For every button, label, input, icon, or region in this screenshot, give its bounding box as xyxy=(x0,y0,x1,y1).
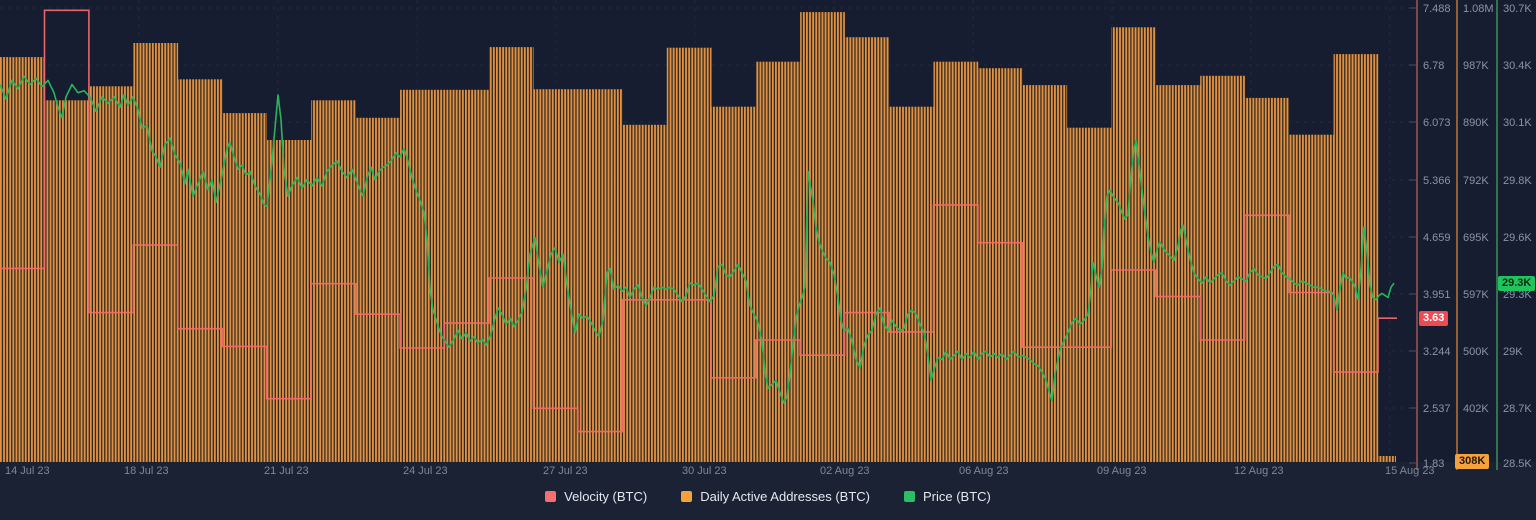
velocity-value-badge: 3.63 xyxy=(1419,311,1449,326)
daa-value-badge: 308K xyxy=(1455,454,1490,469)
svg-text:3.244: 3.244 xyxy=(1423,346,1451,358)
svg-text:12 Aug 23: 12 Aug 23 xyxy=(1234,465,1284,477)
svg-text:30 Jul 23: 30 Jul 23 xyxy=(682,465,727,477)
axis-daa: 1.08M 987K 890K 792K 695K 597K 500K 402K xyxy=(1456,0,1494,470)
legend-label-velocity: Velocity (BTC) xyxy=(564,489,648,504)
x-axis-labels: 14 Jul 23 18 Jul 23 21 Jul 23 24 Jul 23 27 J… xyxy=(5,465,1435,477)
svg-text:30.1K: 30.1K xyxy=(1503,117,1532,129)
velocity-swatch-icon xyxy=(545,491,557,502)
svg-text:18 Jul 23: 18 Jul 23 xyxy=(124,465,169,477)
svg-text:14 Jul 23: 14 Jul 23 xyxy=(5,465,50,477)
svg-text:792K: 792K xyxy=(1463,175,1489,187)
svg-text:890K: 890K xyxy=(1463,117,1489,129)
daa-swatch-icon xyxy=(681,491,693,502)
svg-text:5.366: 5.366 xyxy=(1423,175,1451,187)
svg-text:6.78: 6.78 xyxy=(1423,60,1444,72)
legend-item-daa[interactable]: Daily Active Addresses (BTC) xyxy=(681,489,870,504)
svg-text:500K: 500K xyxy=(1463,346,1489,358)
legend-label-daa: Daily Active Addresses (BTC) xyxy=(700,489,870,504)
svg-text:02 Aug 23: 02 Aug 23 xyxy=(820,465,870,477)
svg-text:1.08M: 1.08M xyxy=(1463,3,1494,15)
svg-text:09 Aug 23: 09 Aug 23 xyxy=(1097,465,1147,477)
svg-text:7.488: 7.488 xyxy=(1423,3,1451,15)
price-line[interactable] xyxy=(0,75,1395,404)
svg-text:27 Jul 23: 27 Jul 23 xyxy=(543,465,588,477)
legend: Velocity (BTC) Daily Active Addresses (B… xyxy=(0,489,1536,504)
svg-text:402K: 402K xyxy=(1463,403,1489,415)
legend-item-price[interactable]: Price (BTC) xyxy=(903,489,991,504)
svg-text:30.4K: 30.4K xyxy=(1503,60,1532,72)
svg-text:29.3K: 29.3K xyxy=(1503,289,1532,301)
legend-item-velocity[interactable]: Velocity (BTC) xyxy=(545,489,647,504)
daa-bar-partial xyxy=(1378,456,1396,462)
velocity-step-line[interactable] xyxy=(0,9,1397,433)
svg-text:06 Aug 23: 06 Aug 23 xyxy=(959,465,1009,477)
svg-text:6.073: 6.073 xyxy=(1423,117,1451,129)
svg-text:695K: 695K xyxy=(1463,232,1489,244)
xaxis-strip xyxy=(0,462,1536,520)
svg-text:987K: 987K xyxy=(1463,60,1489,72)
svg-text:2.537: 2.537 xyxy=(1423,403,1451,415)
daa-bars-layer[interactable] xyxy=(0,12,1396,463)
svg-text:597K: 597K xyxy=(1463,289,1489,301)
price-value-badge: 29.3K xyxy=(1498,276,1536,291)
svg-text:3.951: 3.951 xyxy=(1423,289,1451,301)
svg-text:29.8K: 29.8K xyxy=(1503,175,1532,187)
svg-text:21 Jul 23: 21 Jul 23 xyxy=(264,465,309,477)
axis-price: 30.7K 30.4K 30.1K 29.8K 29.6K 29.3K 29K 28.7K 28… xyxy=(1496,0,1532,470)
svg-text:4.659: 4.659 xyxy=(1423,232,1451,244)
axis-velocity: 7.488 6.78 6.073 5.366 4.659 3.951 3.244 2.537 1… xyxy=(1409,0,1451,470)
svg-text:29K: 29K xyxy=(1503,346,1523,358)
legend-label-price: Price (BTC) xyxy=(922,489,991,504)
svg-text:24 Jul 23: 24 Jul 23 xyxy=(403,465,448,477)
svg-text:15 Aug 23: 15 Aug 23 xyxy=(1385,465,1435,477)
svg-text:1.83: 1.83 xyxy=(1423,458,1444,470)
price-swatch-icon xyxy=(903,491,915,502)
svg-text:28.7K: 28.7K xyxy=(1503,403,1532,415)
svg-text:30.7K: 30.7K xyxy=(1503,3,1532,15)
svg-text:28.5K: 28.5K xyxy=(1503,458,1532,470)
svg-text:29.6K: 29.6K xyxy=(1503,232,1532,244)
